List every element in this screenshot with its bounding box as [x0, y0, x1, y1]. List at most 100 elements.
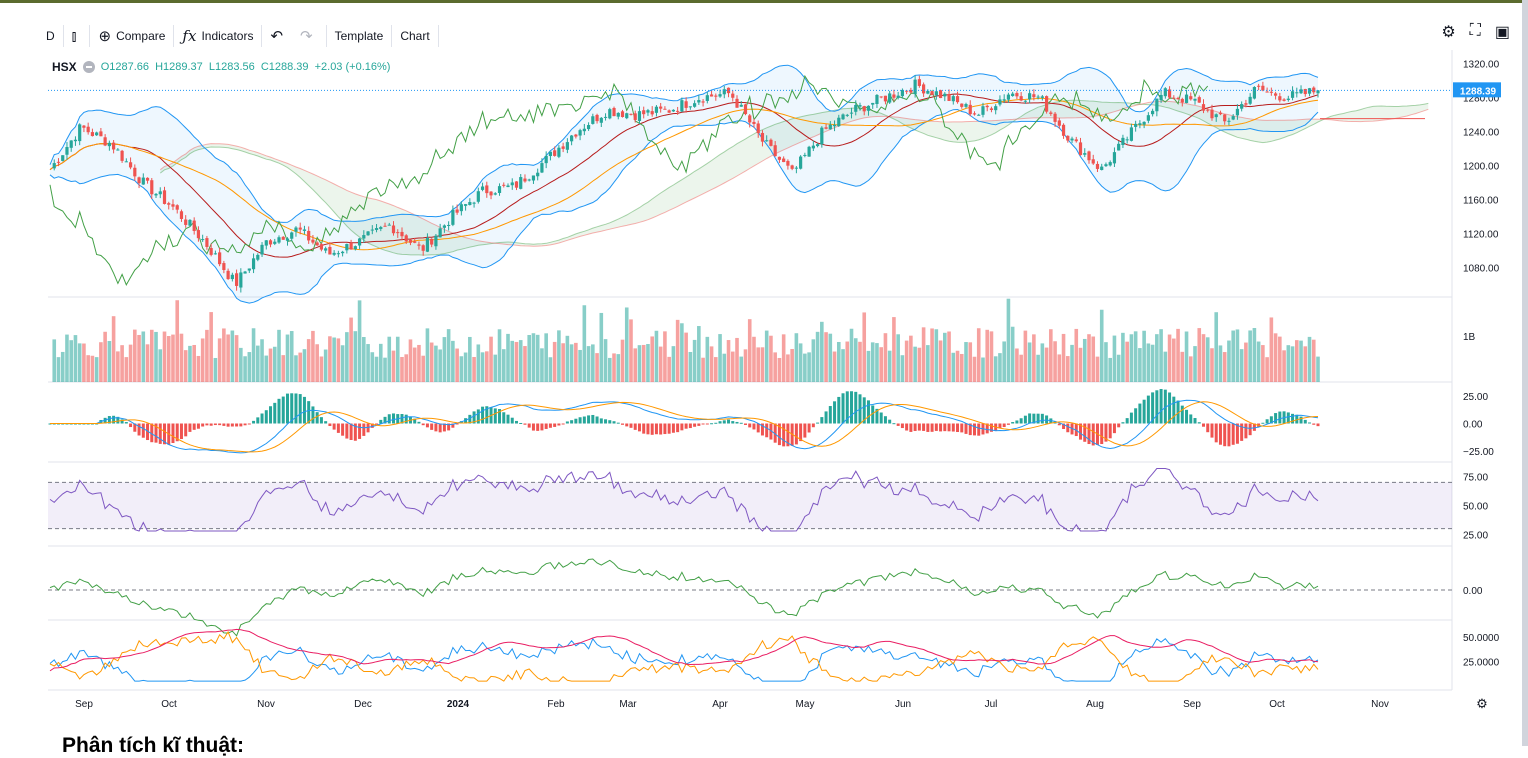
volume-bar: [849, 328, 854, 382]
x-axis-tick-label: Oct: [1269, 699, 1285, 710]
compare-button[interactable]: ⊕ Compare: [92, 23, 171, 49]
volume-bar: [1036, 354, 1040, 382]
candle-body: [451, 209, 455, 225]
volume-bar: [230, 330, 235, 382]
chart-type-button[interactable]: ⫾: [66, 23, 88, 49]
macd-histogram-bar: [510, 417, 514, 424]
volume-bar: [175, 300, 180, 382]
fullscreen-icon[interactable]: ⛶: [1469, 22, 1481, 39]
candle-body: [1163, 88, 1167, 97]
volume-bar: [692, 339, 697, 382]
volume-bar: [701, 357, 705, 382]
volume-bar: [137, 334, 141, 382]
settings-gear-icon[interactable]: ⚙: [1441, 24, 1456, 41]
volume-bar: [378, 343, 383, 382]
volume-bar: [357, 300, 362, 382]
candle-body: [442, 225, 446, 228]
camera-icon[interactable]: ▣: [1494, 24, 1510, 41]
macd-histogram-bar: [930, 423, 934, 432]
candle-body: [383, 225, 387, 227]
volume-bar: [1184, 331, 1189, 382]
macd-histogram-bar: [124, 422, 128, 424]
volume-bar: [951, 352, 956, 382]
bollinger-band-fill: [50, 65, 1318, 304]
macd-histogram-bar: [972, 423, 976, 436]
macd-histogram-bar: [226, 423, 230, 427]
volume-bar: [1205, 337, 1210, 382]
candle-body: [1218, 112, 1223, 115]
toolbar-right: ⚙ ⛶ ▣: [1441, 22, 1510, 42]
change-value: +2.03 (+0.16%): [314, 61, 391, 73]
candle-body: [934, 91, 938, 96]
macd-histogram-bar: [294, 393, 298, 424]
macd-histogram-bar: [794, 423, 798, 445]
candle-body: [570, 135, 574, 142]
macd-histogram-bar: [366, 423, 370, 433]
volume-bar: [722, 353, 727, 382]
x-axis-tick-label: Dec: [354, 699, 372, 710]
volume-bar: [128, 344, 133, 382]
redo-button[interactable]: ↷: [294, 23, 324, 49]
volume-bar: [1010, 326, 1015, 382]
candle-body: [1066, 135, 1070, 141]
hide-series-icon[interactable]: [82, 61, 95, 73]
candle-body: [824, 127, 828, 129]
volume-bar: [285, 334, 290, 382]
candle-body: [981, 106, 985, 115]
volume-bar: [764, 330, 769, 382]
volume-bar: [166, 336, 171, 382]
macd-histogram-bar: [998, 423, 1002, 429]
chart-button[interactable]: Chart: [400, 29, 430, 43]
adx-line: [49, 628, 1319, 672]
volume-bar: [391, 350, 396, 382]
volume-bar: [756, 347, 761, 382]
candle-body: [112, 142, 116, 150]
template-button[interactable]: Template: [334, 29, 384, 43]
candle-body: [531, 175, 536, 181]
candle-body: [167, 203, 171, 205]
candle-body: [718, 94, 722, 97]
candle-body: [1091, 159, 1095, 164]
interval-button[interactable]: D: [46, 29, 55, 43]
macd-histogram-bar: [926, 423, 930, 432]
volume-bar: [993, 356, 998, 382]
volume-bar: [1218, 345, 1223, 382]
volume-bar: [1112, 335, 1117, 382]
macd-histogram-bar: [828, 406, 832, 424]
candle-body: [239, 272, 243, 288]
volume-bar: [485, 351, 489, 382]
dmi-plus-line: [49, 637, 1319, 682]
volume-bar: [1290, 346, 1295, 382]
volume-bar: [1311, 339, 1316, 382]
undo-button[interactable]: ↶: [264, 23, 294, 49]
macd-histogram-bar: [1159, 388, 1163, 424]
macd-histogram-bar: [900, 423, 904, 429]
volume-bar: [1027, 342, 1032, 382]
candle-body: [290, 232, 294, 239]
volume-bar: [387, 336, 392, 382]
candle-body: [120, 150, 124, 161]
volume-bar: [213, 357, 218, 382]
candle-body: [760, 132, 765, 142]
macd-axis-tick-label: 0.00: [1463, 420, 1483, 431]
volume-bar: [883, 333, 888, 382]
macd-histogram-bar: [1180, 405, 1184, 424]
scrollbar[interactable]: [1522, 0, 1528, 746]
dmi-minus-line: [49, 630, 1319, 682]
volume-bar: [298, 352, 303, 382]
macd-histogram-bar: [447, 423, 451, 431]
rsi-axis-tick-label: 50.00: [1463, 502, 1488, 513]
candle-body: [1299, 89, 1303, 94]
volume-bar: [281, 355, 286, 382]
candle-body: [1151, 110, 1155, 115]
macd-histogram-bar: [701, 423, 705, 425]
indicators-button[interactable]: ƒx Indicators: [176, 23, 259, 49]
candle-body: [328, 246, 332, 255]
x-axis-tick-label: Apr: [712, 699, 728, 710]
toolbar-divider: [261, 25, 263, 47]
volume-bar: [239, 347, 243, 382]
macd-histogram-bar: [1248, 423, 1252, 436]
candle-body: [247, 268, 251, 271]
candle-body: [175, 205, 179, 210]
